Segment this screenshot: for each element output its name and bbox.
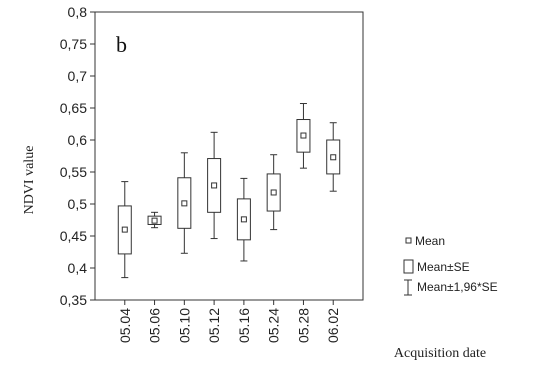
x-tick-label: 05.10: [176, 308, 192, 343]
box-05-04: [117, 181, 132, 279]
box-05-28: [296, 103, 311, 169]
legend-se-label: Mean±SE: [417, 260, 470, 274]
panel-label: b: [116, 32, 127, 57]
mean-marker: [270, 189, 277, 196]
y-tick-label: 0,7: [68, 68, 88, 84]
box-05-06: [147, 211, 162, 229]
x-tick-label: 06.02: [325, 308, 341, 343]
y-tick-label: 0,8: [68, 4, 88, 20]
legend-se-icon: [403, 259, 414, 274]
box-05-12: [207, 131, 222, 240]
box-series: [117, 103, 341, 279]
y-tick-label: 0,5: [68, 196, 88, 212]
y-tick-label: 0,55: [60, 164, 87, 180]
x-tick-label: 05.04: [117, 308, 133, 343]
box-05-10: [177, 152, 192, 254]
mean-marker: [181, 200, 188, 207]
x-tick-label: 05.12: [206, 308, 222, 343]
y-tick-label: 0,45: [60, 228, 87, 244]
box-05-16: [236, 177, 251, 262]
y-tick-label: 0,75: [60, 36, 87, 52]
x-tick-label: 05.06: [147, 308, 163, 343]
y-axis: 0,35 0,4 0,45 0,5 0,55 0,6 0,65 0,7 0,75 0,8: [60, 4, 95, 308]
legend-mean-icon: [405, 237, 412, 244]
box-05-24: [266, 154, 281, 231]
y-tick-label: 0,35: [60, 292, 87, 308]
x-axis-label: Acquisition date: [394, 346, 486, 361]
mean-marker: [121, 226, 128, 233]
x-axis: 05.04 05.06 05.10 05.12 05.16 05.24 05.28 06.02: [117, 300, 341, 343]
x-tick-label: 05.16: [236, 308, 252, 343]
legend-ci-icon: [404, 279, 412, 296]
legend-mean-label: Mean: [415, 234, 445, 248]
mean-marker: [211, 182, 218, 189]
x-tick-label: 05.24: [266, 308, 282, 343]
mean-marker: [300, 132, 307, 139]
plot-frame: [94, 11, 364, 301]
legend-ci-label: Mean±1,96*SE: [417, 280, 498, 294]
plot-area: [94, 11, 364, 301]
x-tick-label: 05.28: [295, 308, 311, 343]
y-axis-label: NDVI value: [22, 146, 37, 215]
y-tick-label: 0,65: [60, 100, 87, 116]
mean-marker: [240, 216, 247, 223]
box-06-02: [326, 122, 341, 192]
mean-marker: [151, 217, 158, 224]
legend: Mean Mean±SE Mean±1,96*SE: [403, 234, 498, 296]
y-tick-label: 0,4: [68, 260, 88, 276]
mean-marker: [330, 154, 337, 161]
y-tick-label: 0,6: [68, 132, 88, 148]
